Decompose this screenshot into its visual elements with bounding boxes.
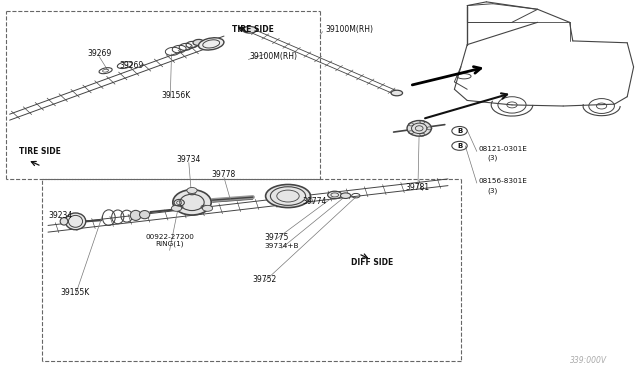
Text: 39781: 39781 — [406, 183, 430, 192]
Ellipse shape — [193, 39, 204, 45]
Ellipse shape — [173, 190, 211, 215]
Ellipse shape — [202, 205, 212, 211]
Text: 00922-27200: 00922-27200 — [145, 234, 194, 240]
Text: 08156-8301E: 08156-8301E — [479, 178, 527, 184]
Ellipse shape — [140, 211, 150, 219]
Text: 39269: 39269 — [87, 49, 111, 58]
Ellipse shape — [328, 191, 342, 199]
Text: 08121-0301E: 08121-0301E — [479, 146, 527, 152]
Ellipse shape — [391, 90, 403, 96]
Text: (3): (3) — [488, 155, 498, 161]
Text: 39752: 39752 — [252, 275, 276, 284]
Text: B: B — [457, 143, 462, 149]
Text: 39734: 39734 — [177, 155, 201, 164]
Text: 39155K: 39155K — [61, 288, 90, 297]
Text: DIFF SIDE: DIFF SIDE — [351, 258, 394, 267]
Text: 39774: 39774 — [303, 197, 327, 206]
Text: 39156K: 39156K — [161, 92, 191, 100]
Text: 39734+B: 39734+B — [264, 243, 299, 249]
Text: 339:000V: 339:000V — [570, 356, 607, 365]
Text: TIRE SIDE: TIRE SIDE — [19, 147, 61, 156]
Text: 39269: 39269 — [119, 61, 143, 70]
Text: 39100M(RH): 39100M(RH) — [250, 52, 298, 61]
Ellipse shape — [243, 26, 257, 33]
Text: TIRE SIDE: TIRE SIDE — [232, 25, 274, 34]
Ellipse shape — [60, 218, 68, 225]
Ellipse shape — [172, 205, 182, 211]
Ellipse shape — [407, 121, 431, 136]
Ellipse shape — [65, 213, 86, 230]
Text: 39775: 39775 — [264, 233, 289, 242]
Text: 39100M(RH): 39100M(RH) — [325, 25, 373, 34]
Text: RING(1): RING(1) — [156, 240, 184, 247]
Text: 39234: 39234 — [49, 211, 73, 220]
Text: B: B — [457, 128, 462, 134]
Ellipse shape — [340, 193, 351, 199]
Text: 39778: 39778 — [212, 170, 236, 179]
Ellipse shape — [198, 38, 224, 50]
Ellipse shape — [131, 211, 141, 220]
Text: (3): (3) — [488, 187, 498, 194]
Ellipse shape — [266, 185, 310, 208]
Ellipse shape — [187, 187, 197, 193]
